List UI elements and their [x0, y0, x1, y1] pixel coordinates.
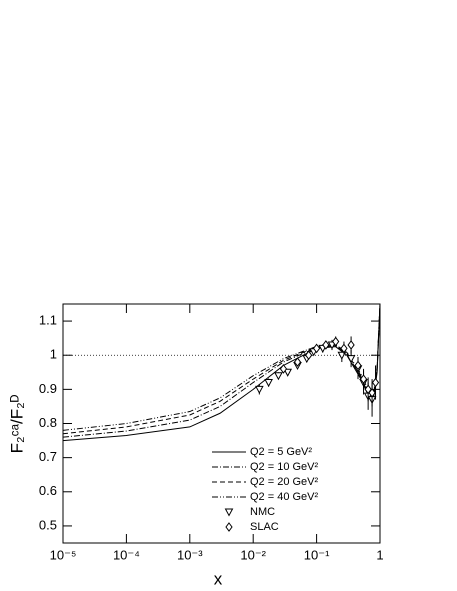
nmc-point [274, 372, 283, 381]
y-tick-label: 0.9 [39, 381, 57, 396]
x-tick-label: 10⁻⁵ [50, 547, 77, 562]
curve [62, 303, 381, 435]
slac-point [371, 377, 380, 388]
slac-point [354, 360, 362, 371]
slac-point [322, 340, 330, 350]
legend-marker [225, 522, 233, 532]
curve [62, 303, 381, 438]
slac-point [332, 336, 340, 347]
slac-point [305, 350, 313, 361]
x-tick-label: 1 [376, 547, 383, 562]
curve [62, 303, 381, 442]
y-tick-label: 0.8 [39, 415, 57, 430]
slac-point [347, 340, 355, 350]
nmc-point [346, 355, 356, 364]
legend-label: Q2 = 5 GeV² [250, 446, 312, 458]
legend-label: Q2 = 40 GeV² [250, 491, 319, 503]
slac-point [359, 374, 368, 384]
slac-point [368, 387, 376, 398]
slac-point [312, 343, 321, 354]
slac-point [340, 343, 348, 354]
nmc-point [283, 368, 293, 377]
y-tick-label: 1 [50, 347, 57, 362]
legend-label: Q2 = 20 GeV² [250, 476, 319, 488]
y-tick-label: 0.6 [39, 483, 57, 498]
x-tick-label: 10⁻³ [177, 547, 203, 562]
legend-label: NMC [250, 506, 275, 518]
y-tick-label: 0.5 [39, 517, 57, 532]
slac-point [293, 357, 302, 367]
nmc-point [264, 379, 273, 388]
x-axis-label: x [214, 569, 223, 588]
legend-marker [224, 508, 234, 517]
legend-label: Q2 = 10 GeV² [250, 461, 319, 473]
curve [62, 303, 381, 431]
x-tick-label: 10⁻² [240, 547, 266, 562]
x-tick-label: 10⁻¹ [304, 547, 330, 562]
nmc-point [255, 385, 264, 394]
y-axis-label: F₂ᶜᵃ/F₂ᴰ [7, 394, 26, 453]
y-tick-label: 0.7 [39, 449, 57, 464]
slac-point [364, 384, 372, 395]
y-tick-label: 1.1 [39, 313, 57, 328]
legend-label: SLAC [250, 521, 279, 533]
slac-point [279, 364, 288, 374]
x-tick-label: 10⁻⁴ [113, 547, 140, 562]
